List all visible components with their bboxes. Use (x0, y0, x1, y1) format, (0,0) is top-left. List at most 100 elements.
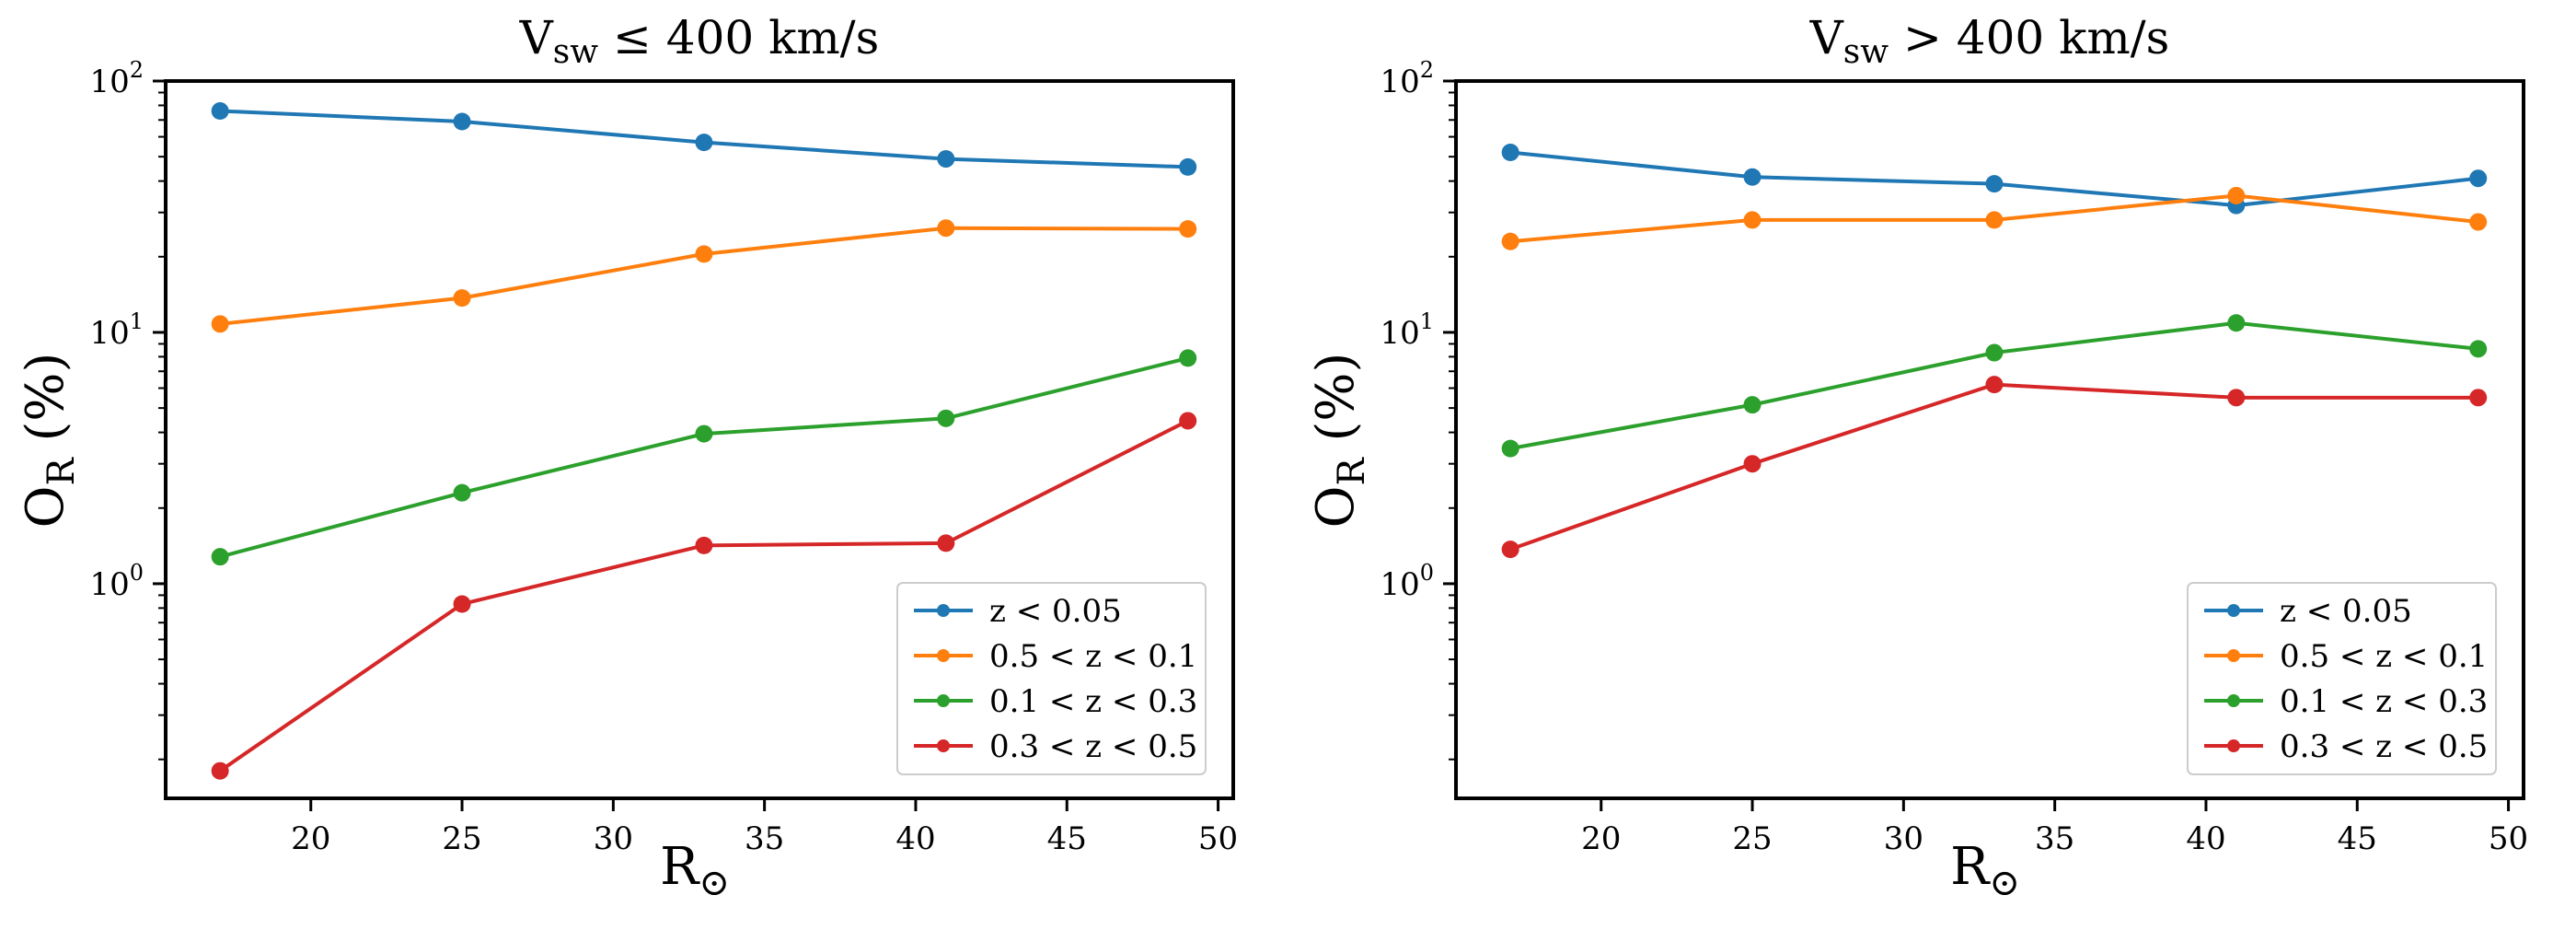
data-point (1743, 455, 1762, 473)
title-rest: > 400 km/s (1889, 11, 2169, 64)
series-2 (211, 219, 1197, 333)
axes-frame (1454, 79, 2525, 800)
legend-marker (937, 604, 950, 617)
legend-label: z < 0.05 (989, 593, 1122, 630)
legend-label: 0.1 < z < 0.3 (989, 683, 1197, 720)
legend-label: 0.3 < z < 0.5 (2280, 728, 2488, 765)
y-axis-label: OR (%) (1306, 353, 1373, 529)
y-tick-exponent: 2 (1420, 57, 1434, 83)
legend-entry: 0.3 < z < 0.5 (914, 728, 1197, 765)
y-tick-base: 10 (1380, 566, 1419, 603)
legend-marker (2227, 739, 2240, 752)
x-tick-label: 35 (2035, 820, 2074, 857)
y-tick-exponent: 1 (130, 308, 144, 334)
data-point (1501, 439, 1519, 458)
legend-entry: 0.3 < z < 0.5 (2204, 728, 2488, 765)
x-tick-label: 30 (1884, 820, 1923, 857)
legend-entry: z < 0.05 (914, 593, 1122, 630)
series-3 (211, 349, 1197, 566)
legend-label: 0.5 < z < 0.1 (989, 638, 1197, 675)
data-point (211, 548, 229, 566)
legend-entry: 0.1 < z < 0.3 (2204, 683, 2488, 720)
x-label-subscript: ⊙ (1989, 862, 2020, 904)
y-tick-base: 10 (1380, 64, 1419, 100)
data-point (937, 219, 955, 238)
data-point (1985, 343, 2004, 362)
y-tick-base: 10 (1380, 315, 1419, 352)
y-tick-label: 102 (1380, 57, 1434, 100)
series-line (219, 226, 1188, 326)
data-point (1179, 412, 1197, 430)
data-point (1743, 168, 1762, 186)
y-tick-exponent: 0 (1420, 560, 1434, 586)
title-subscript: sw (1843, 33, 1889, 71)
legend-marker (937, 694, 950, 707)
x-tick-label: 50 (1198, 820, 1238, 857)
data-point (453, 289, 471, 308)
x-label-subscript: ⊙ (699, 862, 730, 904)
y-label-main: O (16, 485, 75, 528)
series-2 (1501, 186, 2488, 250)
x-axis-label: R⊙ (1950, 837, 2020, 904)
data-point (2469, 389, 2488, 407)
legend-marker (937, 649, 950, 662)
data-point (695, 424, 713, 443)
y-label-subscript: R (40, 456, 83, 485)
data-point (2469, 340, 2488, 358)
y-tick-label: 101 (1380, 308, 1434, 352)
legend-entry: 0.5 < z < 0.1 (2204, 638, 2488, 675)
series-4 (1501, 376, 2488, 559)
x-label-main: R (1950, 837, 1991, 897)
data-point (1743, 211, 1762, 229)
x-label-main: R (660, 837, 700, 897)
x-tick-label: 20 (1581, 820, 1621, 857)
legend-marker (937, 739, 950, 752)
legend-label: 0.5 < z < 0.1 (2280, 638, 2488, 675)
y-tick-exponent: 0 (130, 560, 144, 586)
legend-marker (2227, 604, 2240, 617)
x-tick-label: 40 (2186, 820, 2225, 857)
y-tick-exponent: 2 (130, 57, 144, 83)
series-4 (211, 412, 1197, 780)
data-point (211, 761, 229, 780)
y-label-rest: (%) (1306, 353, 1366, 459)
x-axis-label: R⊙ (660, 837, 730, 904)
x-tick-label: 25 (442, 820, 481, 857)
legend-box (2187, 582, 2497, 775)
y-label-main: O (1306, 485, 1366, 528)
data-point (695, 134, 713, 152)
legend-marker (2227, 649, 2240, 662)
data-point (2227, 186, 2246, 204)
legend-entry: 0.1 < z < 0.3 (914, 683, 1197, 720)
data-point (937, 534, 955, 552)
data-point (1985, 376, 2004, 394)
legend-entry: 0.5 < z < 0.1 (914, 638, 1197, 675)
x-tick-label: 50 (2489, 820, 2528, 857)
data-point (1501, 541, 1519, 559)
series-line (219, 355, 1189, 559)
y-tick-label: 100 (1380, 560, 1434, 603)
y-tick-exponent: 1 (1420, 308, 1434, 334)
legend-marker (2227, 694, 2240, 707)
data-point (211, 102, 229, 121)
series-line (1509, 382, 2478, 552)
data-point (937, 150, 955, 169)
legend-label: 0.3 < z < 0.5 (989, 728, 1197, 765)
axes-frame (164, 79, 1235, 800)
y-axis-label: OR (%) (16, 353, 83, 529)
y-tick-label: 102 (89, 57, 144, 100)
chart-title: Vsw ≤ 400 km/s (519, 11, 880, 71)
data-point (1985, 175, 2004, 193)
data-point (1179, 157, 1197, 176)
title-main: V (1809, 11, 1844, 64)
data-point (695, 536, 713, 554)
legend-box (896, 582, 1207, 775)
y-tick-base: 10 (89, 315, 129, 352)
x-tick-label: 20 (291, 820, 330, 857)
y-tick-base: 10 (89, 566, 129, 603)
legend-label: 0.1 < z < 0.3 (2280, 683, 2488, 720)
data-point (453, 112, 471, 131)
title-subscript: sw (553, 33, 598, 71)
